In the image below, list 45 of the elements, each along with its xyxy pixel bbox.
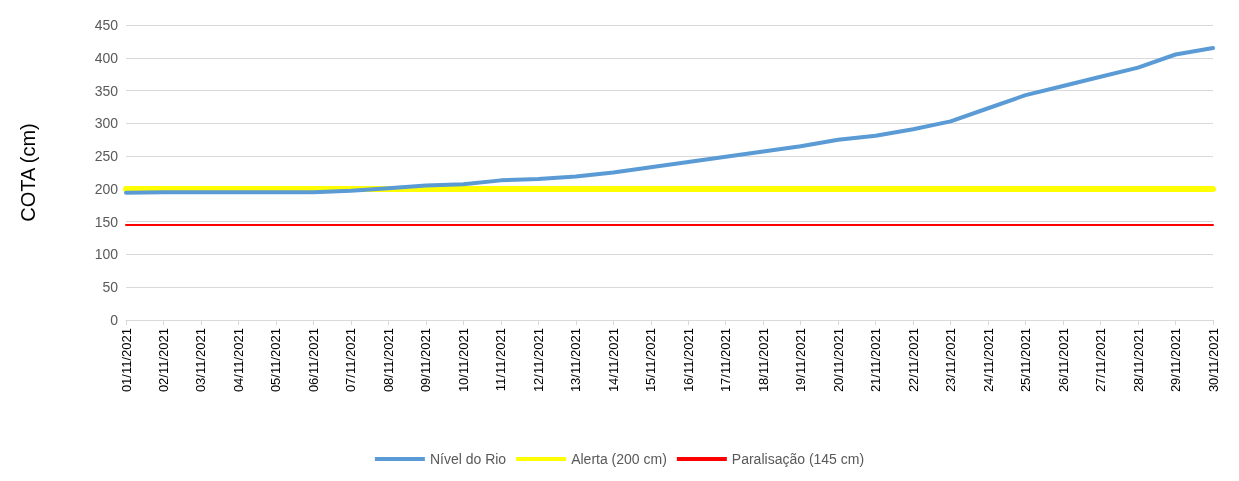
y-tick-label: 150 [94, 213, 119, 230]
legend-label: Nível do Rio [429, 451, 507, 467]
x-tick-label: 13/11/2021 [568, 328, 584, 393]
x-tick-label: 14/11/2021 [605, 328, 621, 393]
x-tick-label: 10/11/2021 [455, 328, 471, 393]
x-tick-label: 01/11/2021 [118, 328, 134, 393]
x-tick-label: 25/11/2021 [1018, 328, 1034, 393]
x-tick-label: 28/11/2021 [1130, 328, 1146, 393]
x-tick-label: 26/11/2021 [1055, 328, 1071, 393]
y-tick-label: 300 [94, 115, 119, 132]
x-tick-label: 21/11/2021 [868, 328, 884, 393]
y-tick-label: 0 [110, 312, 119, 328]
x-tick-label: 16/11/2021 [680, 328, 696, 393]
x-tick-label: 03/11/2021 [193, 328, 209, 393]
x-tick-label: 22/11/2021 [905, 328, 921, 393]
y-tick-label: 400 [94, 49, 119, 66]
line-series [124, 45, 1215, 195]
x-tick-label: 04/11/2021 [230, 328, 246, 393]
x-tick-label: 09/11/2021 [418, 328, 434, 393]
x-tick-label: 29/11/2021 [1168, 328, 1184, 393]
y-tick-label: 50 [102, 279, 119, 296]
x-tick-label: 08/11/2021 [380, 328, 396, 393]
x-tick-label: 19/11/2021 [793, 328, 809, 393]
x-tick-label: 15/11/2021 [643, 328, 659, 393]
x-tick-label: 11/11/2021 [493, 328, 509, 392]
x-tick-label: 30/11/2021 [1205, 328, 1221, 393]
y-axis-title: COTA (cm) [17, 123, 39, 222]
x-tick-label: 27/11/2021 [1093, 328, 1109, 393]
y-tick-label: 450 [94, 17, 119, 33]
y-tick-label: 100 [94, 246, 119, 263]
x-tick-label: 23/11/2021 [943, 328, 959, 393]
x-tick-label: 17/11/2021 [718, 328, 734, 393]
legend-label: Alerta (200 cm) [571, 451, 667, 467]
x-tick-label: 02/11/2021 [155, 328, 171, 393]
x-tick-label: 07/11/2021 [343, 328, 359, 393]
y-tick-label: 350 [94, 82, 119, 99]
x-tick-label: 24/11/2021 [980, 328, 996, 393]
x-tick-label: 05/11/2021 [268, 328, 284, 393]
x-tick-label: 12/11/2021 [530, 328, 546, 393]
x-tick-label: 18/11/2021 [755, 328, 771, 393]
x-tick-label: 20/11/2021 [830, 328, 846, 393]
y-tick-label: 250 [94, 148, 119, 165]
y-tick-label: 200 [94, 180, 119, 197]
x-tick-label: 06/11/2021 [305, 328, 321, 393]
legend-label: Paralisação (145 cm) [731, 451, 865, 467]
